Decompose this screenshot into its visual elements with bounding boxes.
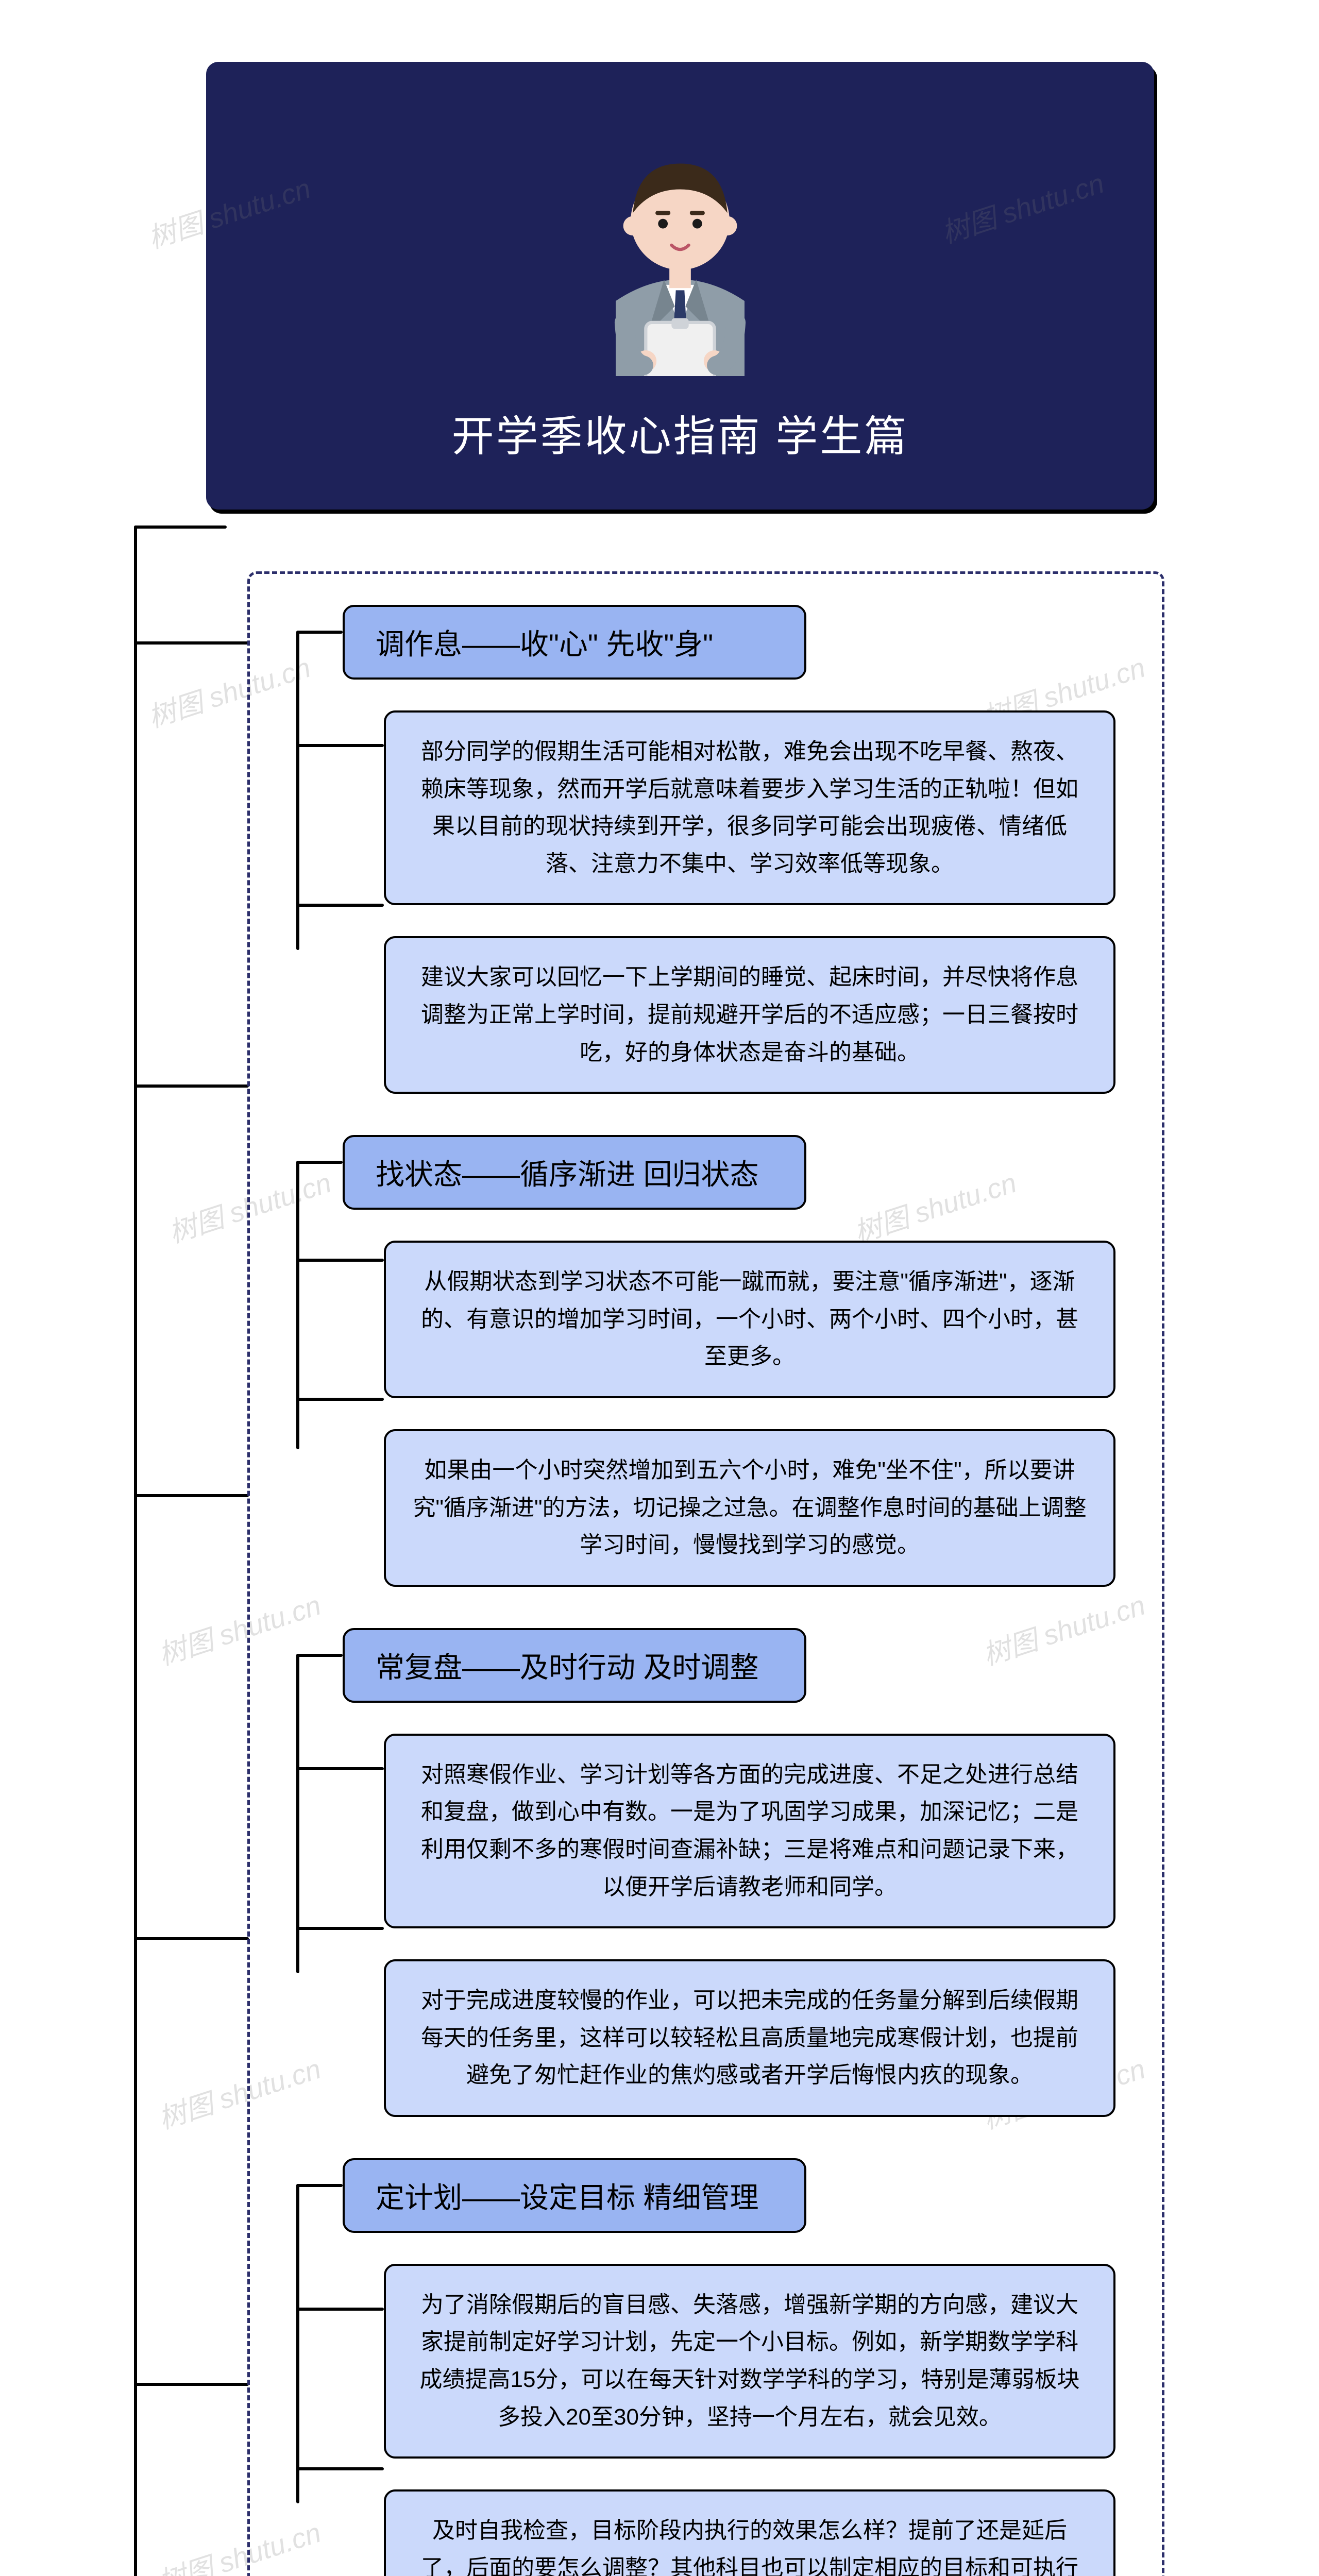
section-heading: 找状态——循序渐进 回归状态 xyxy=(343,1135,806,1210)
section-heading: 定计划——设定目标 精细管理 xyxy=(343,2158,806,2233)
connector-line xyxy=(296,1767,384,1770)
section-review: 常复盘——及时行动 及时调整 对照寒假作业、学习计划等各方面的完成进度、不足之处… xyxy=(281,1628,1121,2117)
connector-line xyxy=(136,1937,249,1940)
connector-line xyxy=(296,631,343,634)
section-plan: 定计划——设定目标 精细管理 为了消除假期后的盲目感、失落感，增强新学期的方向感… xyxy=(281,2158,1121,2576)
connector-line xyxy=(136,2383,249,2386)
section-body: 对照寒假作业、学习计划等各方面的完成进度、不足之处进行总结和复盘，做到心中有数。… xyxy=(384,1734,1115,1928)
header-card: 开学季收心指南 学生篇 xyxy=(206,62,1154,510)
connector-line xyxy=(296,2184,299,2503)
connector-line xyxy=(296,1654,299,1973)
mindmap-canvas: 树图 shutu.cn 树图 shutu.cn 树图 shutu.cn 树图 s… xyxy=(103,62,1216,2576)
connector-line xyxy=(134,526,227,529)
section-state: 找状态——循序渐进 回归状态 从假期状态到学习状态不可能一蹴而就，要注意"循序渐… xyxy=(281,1135,1121,1587)
connector-line xyxy=(296,2184,343,2187)
section-body: 对于完成进度较慢的作业，可以把未完成的任务量分解到后续假期每天的任务里，这样可以… xyxy=(384,1959,1115,2117)
section-body: 及时自我检查，目标阶段内执行的效果怎么样？提前了还是延后了，后面的要怎么调整？其… xyxy=(384,2489,1115,2576)
connector-line xyxy=(296,1161,299,1449)
connector-line xyxy=(296,744,384,747)
connector-line xyxy=(136,1494,249,1497)
connector-line xyxy=(296,1654,343,1657)
connector-line xyxy=(296,2467,384,2470)
connector-line xyxy=(136,641,249,645)
main-title: 开学季收心指南 学生篇 xyxy=(452,402,909,463)
section-body: 如果由一个小时突然增加到五六个小时，难免"坐不住"，所以要讲究"循序渐进"的方法… xyxy=(384,1429,1115,1587)
section-heading: 调作息——收"心" 先收"身" xyxy=(343,605,806,680)
section-body: 建议大家可以回忆一下上学期间的睡觉、起床时间，并尽快将作息调整为正常上学时间，提… xyxy=(384,936,1115,1094)
section-body: 部分同学的假期生活可能相对松散，难免会出现不吃早餐、熬夜、赖床等现象，然而开学后… xyxy=(384,710,1115,905)
section-heading: 常复盘——及时行动 及时调整 xyxy=(343,1628,806,1703)
connector-line xyxy=(296,1927,384,1930)
connector-line xyxy=(296,904,384,907)
connector-line xyxy=(296,1161,343,1164)
sections-container: 调作息——收"心" 先收"身" 部分同学的假期生活可能相对松散，难免会出现不吃早… xyxy=(247,571,1164,2576)
connector-line xyxy=(296,1259,384,1262)
connector-line xyxy=(296,1398,384,1401)
connector-line xyxy=(296,2308,384,2311)
section-schedule: 调作息——收"心" 先收"身" 部分同学的假期生活可能相对松散，难免会出现不吃早… xyxy=(281,605,1121,1094)
connector-line xyxy=(134,526,137,2576)
section-body: 为了消除假期后的盲目感、失落感，增强新学期的方向感，建议大家提前制定好学习计划，… xyxy=(384,2264,1115,2459)
person-illustration xyxy=(572,118,788,376)
connector-line xyxy=(136,1084,249,1088)
connector-line xyxy=(296,631,299,950)
section-body: 从假期状态到学习状态不可能一蹴而就，要注意"循序渐进"，逐渐的、有意识的增加学习… xyxy=(384,1241,1115,1398)
